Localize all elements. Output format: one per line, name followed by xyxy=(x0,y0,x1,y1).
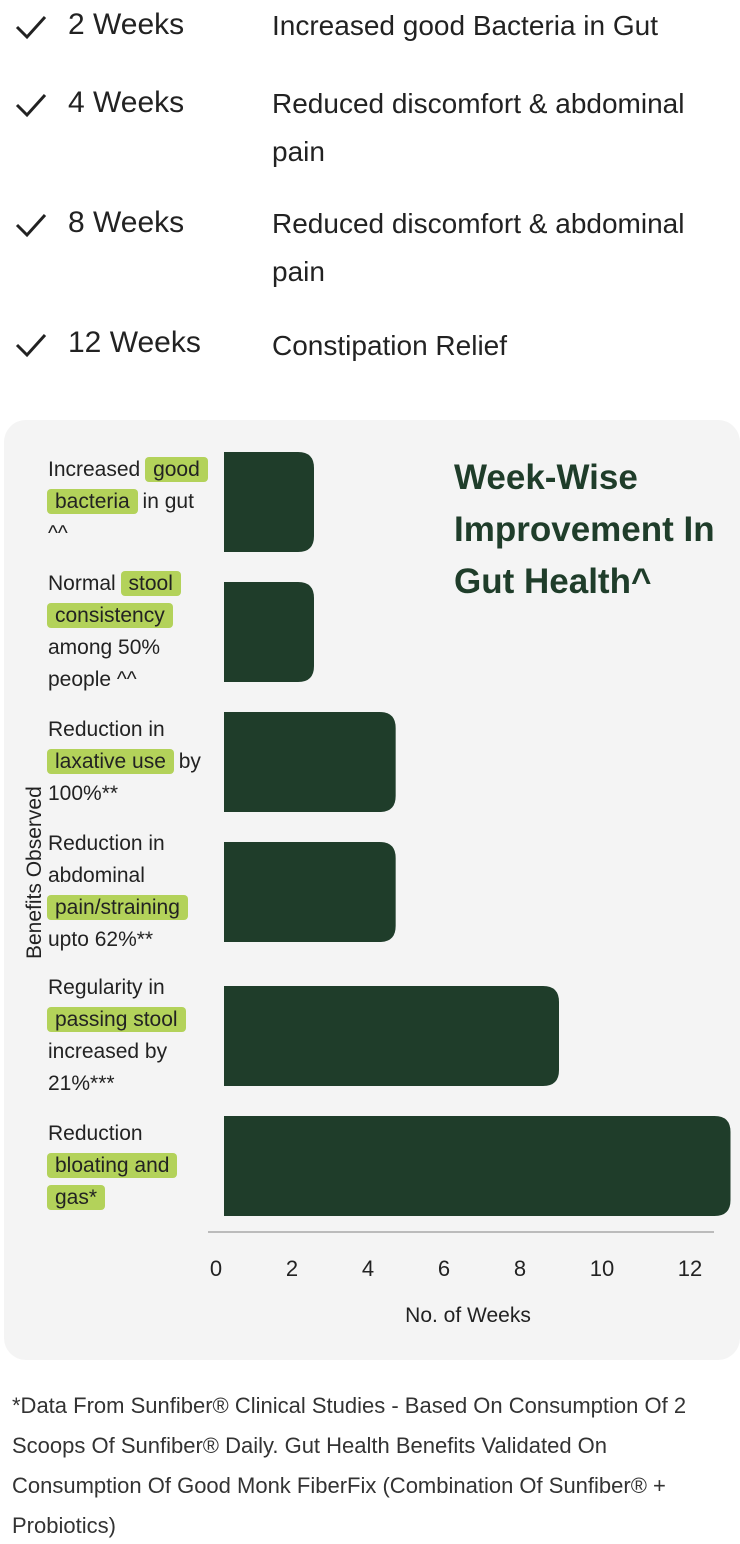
bar-5 xyxy=(224,1116,731,1216)
label-text: Reduction in xyxy=(48,832,165,855)
label-text: 100%** xyxy=(48,782,119,805)
category-label: Normal stool consistency among 50% people ^… xyxy=(47,568,220,696)
bar-4 xyxy=(224,986,559,1086)
x-tick-label: 8 xyxy=(514,1256,526,1281)
category-label: Reduction bloating and gas* xyxy=(47,1118,220,1214)
label-text: in gut xyxy=(136,490,194,513)
highlighted-text: consistency xyxy=(47,603,173,628)
category-label: Reduction in laxative use by 100%** xyxy=(47,714,220,810)
timeline-benefit: Reduced discomfort & abdominal pain xyxy=(272,80,732,176)
timeline-week: 12 Weeks xyxy=(68,326,201,359)
x-tick-label: 0 xyxy=(210,1256,222,1281)
bar-chart: 0 2 4 6 8 10 12 xyxy=(208,452,731,1281)
category-label-line: Reduction in xyxy=(48,828,220,860)
label-text: 21%*** xyxy=(48,1072,115,1095)
category-label-line: laxative use by xyxy=(47,746,220,778)
category-label-line: among 50% xyxy=(48,632,220,664)
highlighted-text: bloating and xyxy=(47,1153,178,1178)
category-label-line: abdominal xyxy=(48,860,220,892)
check-icon xyxy=(15,93,47,118)
category-label-line: 100%** xyxy=(48,778,220,810)
category-label-line: consistency xyxy=(47,600,220,632)
label-text: Regularity in xyxy=(48,976,165,999)
category-label-line: Increased good xyxy=(48,454,220,486)
timeline-benefit-line: Constipation Relief xyxy=(272,330,508,361)
timeline-benefit-line: Reduced discomfort & abdominal xyxy=(272,88,685,119)
highlighted-text: bacteria xyxy=(47,489,138,514)
timeline-benefit-line: pain xyxy=(272,136,325,167)
category-label-line: Normal stool xyxy=(48,568,220,600)
category-label: Increased good bacteria in gut ^^ xyxy=(47,454,220,550)
timeline-benefit: Increased good Bacteria in Gut xyxy=(272,2,732,50)
highlighted-text: good xyxy=(145,457,208,482)
category-label-line: Regularity in xyxy=(48,972,220,1004)
timeline-week: 8 Weeks xyxy=(68,206,185,239)
label-text: upto 62%** xyxy=(48,928,154,951)
highlighted-text: passing stool xyxy=(47,1007,186,1032)
x-tick-label: 10 xyxy=(590,1256,614,1281)
label-text: among 50% xyxy=(48,636,161,659)
highlighted-text: gas* xyxy=(47,1185,106,1210)
category-label-line: bloating and xyxy=(47,1150,220,1182)
highlighted-text: pain/straining xyxy=(47,895,188,920)
category-label-line: passing stool xyxy=(47,1004,220,1036)
timeline-week: 4 Weeks xyxy=(68,86,185,119)
highlighted-text: stool xyxy=(120,571,181,596)
bar-2 xyxy=(224,712,396,812)
x-axis-title: No. of Weeks xyxy=(405,1304,531,1327)
x-tick-label: 12 xyxy=(678,1256,702,1281)
bar-1 xyxy=(224,582,314,682)
timeline-benefit-line: pain xyxy=(272,256,325,287)
label-text: Reduction xyxy=(48,1122,143,1145)
timeline-benefit-line: Reduced discomfort & abdominal xyxy=(272,208,685,239)
x-tick-label: 4 xyxy=(362,1256,374,1281)
category-label-line: Reduction xyxy=(48,1118,220,1150)
label-text: Normal xyxy=(48,572,122,595)
category-label: Regularity in passing stool increased by 21… xyxy=(47,972,220,1100)
label-text: ^^ xyxy=(48,522,68,545)
bar-3 xyxy=(224,842,396,942)
category-label-line: upto 62%** xyxy=(48,924,220,956)
chart-title: Week-Wise Improvement In Gut Health^ xyxy=(454,458,715,601)
label-text: by xyxy=(172,750,201,773)
y-axis-title: Benefits Observed xyxy=(23,786,46,959)
label-text: abdominal xyxy=(48,864,145,887)
category-label-line: ^^ xyxy=(48,518,220,550)
x-tick-label: 6 xyxy=(438,1256,450,1281)
highlighted-text: laxative use xyxy=(47,749,174,774)
category-label-line: pain/straining xyxy=(47,892,220,924)
category-label-line: increased by xyxy=(48,1036,220,1068)
timeline-benefit: Constipation Relief xyxy=(272,322,732,370)
timeline-benefit: Reduced discomfort & abdominal pain xyxy=(272,200,732,296)
category-label: Reduction in abdominal pain/straining upto … xyxy=(47,828,220,956)
category-label-line: people ^^ xyxy=(48,664,220,696)
label-text: increased by xyxy=(48,1040,168,1063)
bar-0 xyxy=(224,452,314,552)
category-label-line: Reduction in xyxy=(48,714,220,746)
check-icon xyxy=(15,213,47,238)
timeline-week: 2 Weeks xyxy=(68,8,185,41)
timeline-benefit-line: Increased good Bacteria in Gut xyxy=(272,10,659,41)
check-icon xyxy=(15,333,47,358)
category-label-line: 21%*** xyxy=(48,1068,220,1100)
label-text: Reduction in xyxy=(48,718,165,741)
x-tick-label: 2 xyxy=(286,1256,298,1281)
category-label-line: gas* xyxy=(47,1182,220,1214)
label-text: Increased xyxy=(48,458,147,481)
category-label-line: bacteria in gut xyxy=(47,486,220,518)
check-icon xyxy=(15,15,47,40)
footnote: *Data From Sunfiber® Clinical Studies - … xyxy=(12,1393,687,1538)
label-text: people ^^ xyxy=(48,668,137,691)
